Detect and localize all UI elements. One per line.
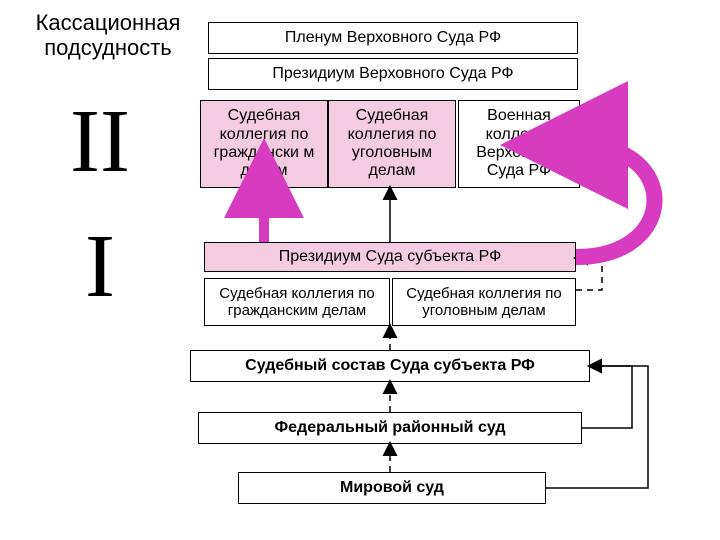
box-coll-military: Военная коллегия Верховного Суда РФ bbox=[458, 100, 580, 188]
box-sostav-subj: Судебный состав Суда субъекта РФ bbox=[190, 350, 590, 382]
box-coll-criminal-vs: Судебная коллегия по уголовным делам bbox=[328, 100, 456, 188]
box-coll-civil-subj: Судебная коллегия по гражданским делам bbox=[204, 278, 390, 326]
box-presidium-vs: Президиум Верховного Суда РФ bbox=[208, 58, 578, 90]
box-presidium-subj: Президиум Суда субъекта РФ bbox=[204, 242, 576, 272]
roman-one: I bbox=[50, 215, 150, 318]
box-mirovoy: Мировой суд bbox=[238, 472, 546, 504]
box-coll-civil-vs: Судебная коллегия по граждански м делам bbox=[200, 100, 328, 188]
diagram-title: Кассационная подсудность bbox=[18, 10, 198, 61]
box-coll-criminal-subj: Судебная коллегия по уголовным делам bbox=[392, 278, 576, 326]
box-plenum: Пленум Верховного Суда РФ bbox=[208, 22, 578, 54]
roman-two: II bbox=[50, 90, 150, 193]
box-federal: Федеральный районный суд bbox=[198, 412, 582, 444]
